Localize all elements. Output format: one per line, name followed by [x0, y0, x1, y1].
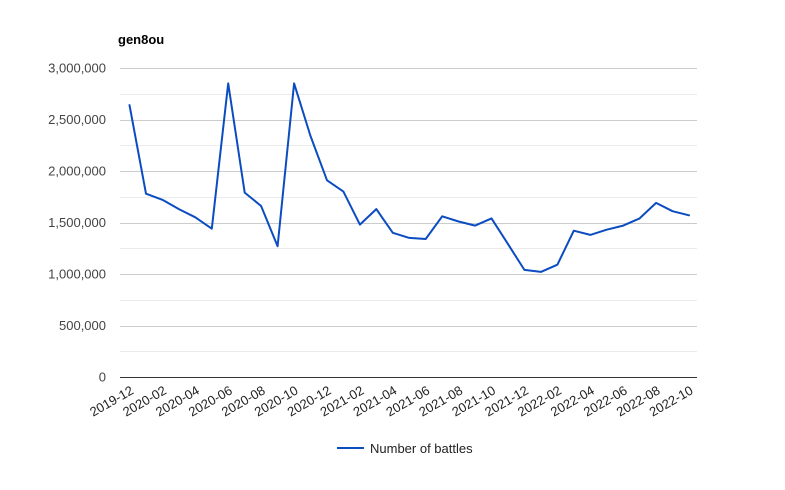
data-point[interactable]	[288, 77, 300, 89]
data-point[interactable]	[321, 174, 333, 186]
series-layer	[124, 77, 696, 278]
y-tick-label: 3,000,000	[48, 61, 106, 76]
data-point[interactable]	[667, 205, 679, 217]
data-point[interactable]	[156, 194, 168, 206]
legend[interactable]: Number of battles	[337, 441, 473, 456]
data-point[interactable]	[370, 203, 382, 215]
data-point[interactable]	[634, 212, 646, 224]
x-axis-ticks: 2019-122020-022020-042020-062020-082020-…	[87, 383, 695, 420]
data-point[interactable]	[239, 187, 251, 199]
data-point[interactable]	[272, 240, 284, 252]
data-point[interactable]	[305, 130, 317, 142]
data-point[interactable]	[140, 188, 152, 200]
data-point[interactable]	[601, 224, 613, 236]
data-point[interactable]	[650, 197, 662, 209]
data-point[interactable]	[173, 203, 185, 215]
data-point[interactable]	[403, 232, 415, 244]
y-axis-ticks: 0 500,000 1,000,000 1,500,000 2,000,000 2,500…	[48, 61, 106, 385]
data-point[interactable]	[453, 216, 465, 228]
data-point[interactable]	[337, 186, 349, 198]
y-tick-label: 1,500,000	[48, 215, 106, 230]
data-point[interactable]	[206, 223, 218, 235]
gridlines	[120, 68, 697, 378]
series-points	[124, 77, 696, 278]
data-point[interactable]	[535, 266, 547, 278]
series-line	[128, 82, 690, 273]
y-tick-label: 2,500,000	[48, 112, 106, 127]
data-point[interactable]	[551, 259, 563, 271]
data-point[interactable]	[518, 264, 530, 276]
data-point[interactable]	[124, 99, 136, 111]
y-tick-label: 1,000,000	[48, 267, 106, 282]
data-point[interactable]	[387, 227, 399, 239]
y-tick-label: 2,000,000	[48, 164, 106, 179]
data-point[interactable]	[486, 212, 498, 224]
data-point[interactable]	[584, 229, 596, 241]
data-point[interactable]	[683, 209, 695, 221]
data-point[interactable]	[222, 77, 234, 89]
chart-title: gen8ou	[118, 32, 164, 47]
data-point[interactable]	[502, 238, 514, 250]
data-point[interactable]	[436, 210, 448, 222]
data-point[interactable]	[617, 220, 629, 232]
data-point[interactable]	[420, 233, 432, 245]
y-tick-label: 0	[99, 370, 106, 385]
data-point[interactable]	[469, 220, 481, 232]
y-tick-label: 500,000	[59, 318, 106, 333]
data-point[interactable]	[189, 211, 201, 223]
data-point[interactable]	[354, 219, 366, 231]
data-point[interactable]	[568, 225, 580, 237]
data-point[interactable]	[255, 200, 267, 212]
legend-label: Number of battles	[370, 441, 473, 456]
